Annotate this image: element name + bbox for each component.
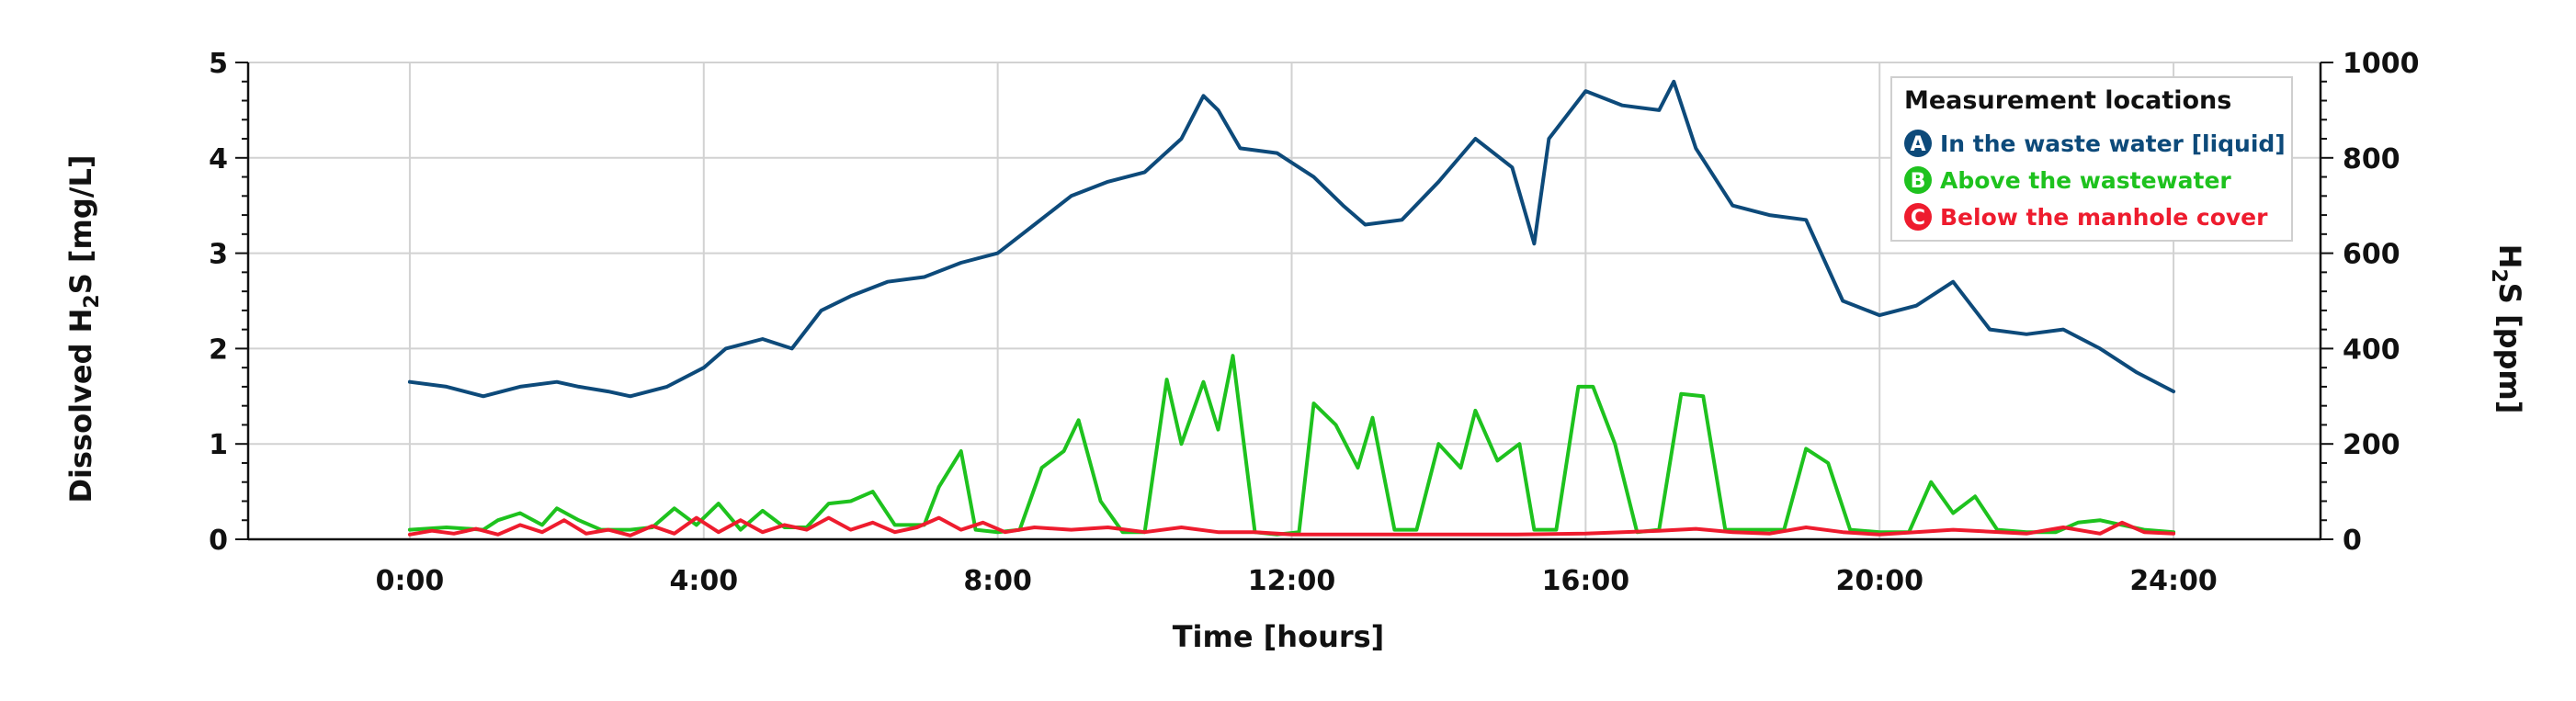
y-left-tick-label: 0 <box>209 525 228 557</box>
y-right-tick-label: 0 <box>2343 525 2362 557</box>
legend-title: Measurement locations <box>1904 86 2231 115</box>
x-tick-label: 20:00 <box>1835 565 1923 597</box>
x-tick-label: 4:00 <box>669 565 738 597</box>
legend-item-above: B Above the wastewater <box>1904 166 2231 194</box>
legend-label-below: Below the manhole cover <box>1940 204 2268 231</box>
x-tick-label: 24:00 <box>2129 565 2218 597</box>
y-left-tick-label: 3 <box>209 239 228 271</box>
y-axis-left-title: Dissolved H2S [mg/L] <box>63 154 104 503</box>
x-axis-title: Time [hours] <box>1173 619 1385 654</box>
axes-layer <box>235 62 2333 541</box>
legend-item-below: C Below the manhole cover <box>1904 203 2268 231</box>
legend: Measurement locations A In the waste wat… <box>1890 76 2293 242</box>
badge-b-icon <box>1904 166 1932 194</box>
legend-item-liquid: A In the waste water [liquid] <box>1904 130 2286 157</box>
series-layer <box>407 79 2176 537</box>
badge-c-letter: C <box>1911 207 1925 230</box>
y-left-tick-label: 5 <box>209 48 228 80</box>
badge-b-letter: B <box>1911 170 1926 193</box>
badge-a-icon <box>1904 130 1932 157</box>
y-right-tick-label: 1000 <box>2343 48 2420 80</box>
series-line-below <box>407 515 2176 537</box>
x-tick-label: 0:00 <box>376 565 445 597</box>
badge-a-letter: A <box>1910 133 1925 156</box>
y-left-tick-label: 2 <box>209 334 228 366</box>
x-tick-label: 16:00 <box>1542 565 1630 597</box>
x-tick-label: 12:00 <box>1248 565 1336 597</box>
badge-c-icon <box>1904 203 1932 231</box>
y-left-tick-label: 1 <box>209 429 228 461</box>
y-right-tick-label: 800 <box>2343 143 2400 175</box>
y-right-tick-label: 400 <box>2343 334 2400 366</box>
series-line-liquid <box>407 79 2176 399</box>
legend-label-liquid: In the waste water [liquid] <box>1940 130 2286 157</box>
x-tick-label: 8:00 <box>963 565 1032 597</box>
y-axis-right-title: H2S [ppm] <box>2487 244 2527 414</box>
legend-box <box>1890 76 2293 242</box>
y-right-tick-label: 200 <box>2343 429 2400 461</box>
y-right-tick-label: 600 <box>2343 239 2400 271</box>
legend-label-above: Above the wastewater <box>1940 167 2231 194</box>
y-left-tick-label: 4 <box>209 143 228 175</box>
tick-label-layer: 0 1 2 3 4 5 0 200 400 600 800 1000 0:00 4:00 8:00 12:00… <box>209 48 2419 597</box>
